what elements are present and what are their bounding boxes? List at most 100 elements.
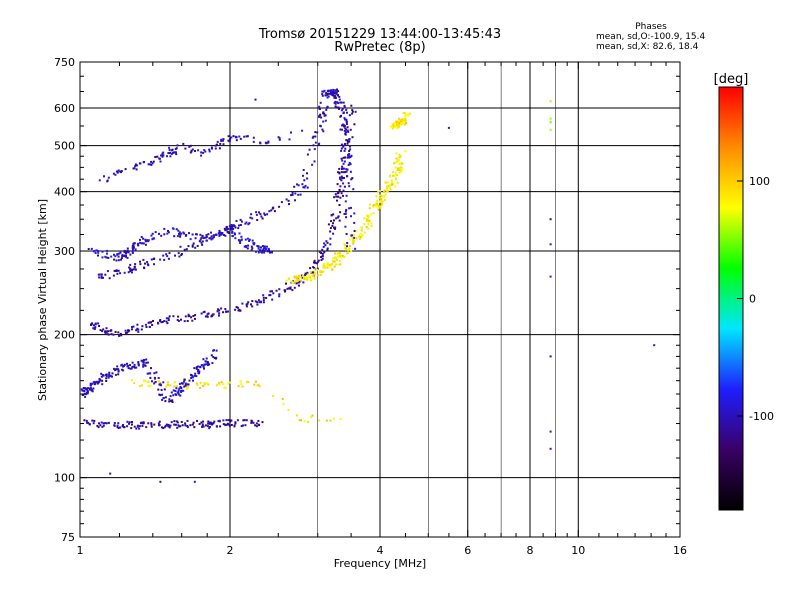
data-point — [186, 419, 189, 422]
data-point — [188, 145, 191, 148]
data-point — [165, 423, 168, 426]
data-point — [220, 138, 223, 141]
data-point — [218, 383, 221, 386]
data-point — [160, 389, 163, 391]
data-point — [375, 203, 378, 206]
data-point — [235, 136, 238, 139]
data-point — [293, 185, 296, 188]
data-point — [180, 253, 183, 255]
data-point — [389, 186, 392, 189]
data-point — [306, 177, 309, 180]
data-point — [216, 310, 219, 313]
data-point — [232, 228, 235, 230]
data-point — [233, 232, 236, 235]
data-point — [130, 427, 133, 430]
data-point — [169, 424, 172, 427]
data-point — [396, 181, 399, 184]
data-point — [184, 315, 187, 318]
data-point — [105, 380, 108, 382]
data-point — [178, 255, 181, 258]
data-point — [234, 422, 237, 425]
data-point — [376, 205, 378, 208]
data-point — [98, 422, 100, 425]
data-point — [321, 248, 324, 251]
data-point — [163, 227, 166, 230]
data-point — [348, 247, 351, 250]
data-point — [237, 385, 240, 388]
data-point — [113, 424, 116, 427]
data-point — [115, 368, 118, 371]
data-point — [315, 262, 318, 265]
data-point — [145, 361, 148, 364]
data-point — [233, 225, 236, 228]
data-point — [393, 174, 396, 177]
data-point — [255, 213, 258, 216]
data-point — [298, 278, 300, 281]
data-point — [150, 234, 153, 237]
data-point — [117, 422, 120, 425]
data-point — [262, 301, 265, 304]
data-point — [179, 385, 182, 388]
data-point — [120, 257, 123, 260]
data-point — [323, 114, 326, 117]
data-point — [304, 277, 307, 280]
data-point — [140, 236, 143, 238]
data-point — [393, 122, 396, 125]
data-point — [180, 382, 183, 385]
data-point — [105, 256, 108, 259]
data-point — [217, 420, 220, 423]
data-point — [159, 258, 162, 261]
data-point — [116, 424, 119, 427]
data-point — [101, 379, 104, 382]
data-point — [338, 98, 341, 101]
data-point — [380, 197, 382, 200]
data-point — [302, 174, 304, 177]
data-point — [95, 380, 98, 383]
data-point — [227, 230, 230, 233]
data-point — [162, 427, 165, 430]
data-point — [367, 219, 370, 222]
data-point — [340, 256, 343, 258]
data-point — [296, 279, 299, 281]
data-point — [368, 207, 371, 210]
data-point — [399, 162, 402, 165]
data-point — [142, 363, 145, 366]
data-point — [312, 144, 315, 147]
data-point — [205, 234, 208, 237]
data-point — [398, 158, 401, 161]
data-point — [376, 200, 379, 202]
data-point — [82, 389, 85, 392]
data-point — [332, 417, 335, 420]
data-point — [133, 425, 136, 428]
data-point — [244, 238, 247, 241]
data-point — [227, 135, 230, 138]
data-point — [348, 140, 351, 143]
data-point — [397, 167, 399, 170]
data-point — [174, 423, 177, 426]
data-point — [189, 424, 192, 427]
data-point — [294, 199, 296, 202]
data-point — [344, 156, 346, 159]
data-point — [345, 120, 348, 123]
data-point — [186, 387, 188, 390]
data-point — [313, 267, 316, 269]
data-point — [345, 118, 348, 121]
data-point — [329, 265, 332, 268]
data-point — [167, 319, 170, 322]
data-point — [230, 424, 233, 426]
data-point — [328, 89, 331, 92]
data-point — [271, 290, 273, 293]
data-point — [124, 168, 127, 171]
data-point — [346, 126, 349, 129]
data-point — [347, 163, 350, 166]
data-point — [129, 367, 132, 370]
data-point — [313, 268, 316, 271]
data-point — [204, 236, 207, 239]
data-point — [116, 253, 119, 256]
data-point — [115, 259, 118, 262]
data-point — [286, 287, 289, 290]
data-point — [87, 248, 90, 250]
data-point — [345, 131, 347, 134]
data-point — [345, 108, 348, 111]
data-point — [95, 249, 98, 252]
